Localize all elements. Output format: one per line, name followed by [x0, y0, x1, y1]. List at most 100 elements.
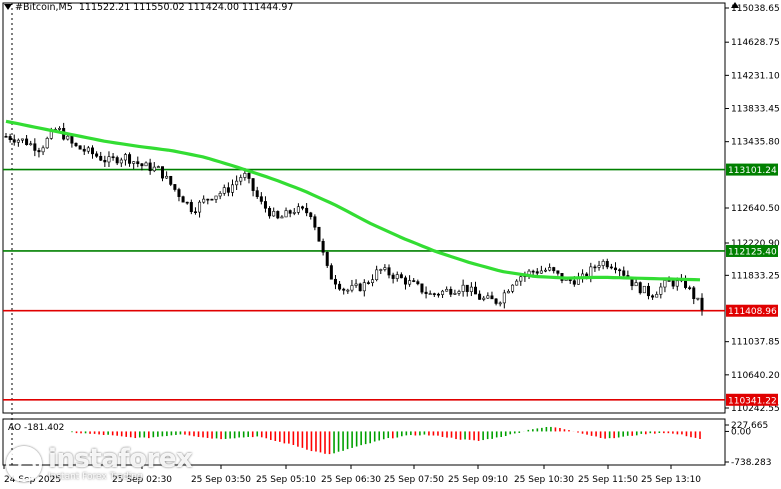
- candle: [408, 275, 412, 287]
- candle: [544, 267, 548, 273]
- candle: [461, 279, 465, 297]
- ao-tick-label: 227.665: [731, 421, 768, 431]
- candle: [181, 195, 185, 203]
- candle: [638, 281, 642, 295]
- x-tick-label: 25 Sep 02:30: [112, 475, 172, 485]
- candle: [235, 175, 239, 190]
- candle: [12, 134, 16, 146]
- candle: [268, 206, 272, 219]
- candle: [321, 238, 325, 256]
- candle: [329, 263, 333, 280]
- candle: [305, 203, 309, 217]
- level-label: 113101.24: [728, 166, 777, 176]
- candle: [276, 210, 280, 220]
- candle: [280, 215, 284, 219]
- candle: [366, 280, 370, 285]
- moving-average-line: [5, 119, 701, 282]
- candle: [25, 135, 29, 146]
- x-tick-label: 25 Sep 10:30: [514, 475, 574, 485]
- candle: [494, 298, 498, 306]
- candle: [111, 152, 115, 161]
- candle: [383, 264, 387, 272]
- candle: [655, 291, 659, 298]
- scroll-up-icon[interactable]: [731, 2, 739, 8]
- candle: [642, 285, 646, 294]
- candle: [173, 184, 177, 192]
- y-tick-label: 113833.45: [731, 105, 780, 115]
- candle: [609, 263, 613, 270]
- candle: [185, 201, 189, 205]
- candle: [498, 301, 502, 307]
- x-tick-label: 24 Sep 2025: [4, 475, 61, 485]
- candle: [597, 260, 601, 271]
- candle: [478, 290, 482, 300]
- candle: [45, 136, 49, 149]
- candle: [515, 279, 519, 286]
- candle: [29, 140, 33, 146]
- chart-header: #Bitcoin,M5 111522.21 111550.02 111424.0…: [4, 2, 293, 13]
- candle: [428, 290, 432, 295]
- candle: [156, 165, 160, 168]
- x-tick-label: 25 Sep 07:50: [384, 475, 444, 485]
- candle: [218, 191, 222, 200]
- level-label: 111408.96: [728, 307, 777, 317]
- candle: [136, 156, 140, 168]
- dropdown-arrow-icon[interactable]: [4, 4, 12, 10]
- candle: [313, 214, 317, 231]
- candle: [82, 145, 86, 155]
- candle: [210, 198, 214, 201]
- candle: [231, 179, 235, 197]
- candle: [206, 198, 210, 205]
- ohlc-values: 111522.21 111550.02 111424.00 111444.97: [78, 2, 294, 13]
- candle: [618, 268, 622, 277]
- candle: [539, 265, 543, 274]
- candle: [292, 208, 296, 216]
- candle: [473, 281, 477, 295]
- candle: [614, 262, 618, 274]
- candle: [251, 178, 255, 197]
- candle: [354, 279, 358, 288]
- candle: [107, 151, 111, 167]
- candle: [20, 138, 24, 144]
- candle: [169, 175, 173, 187]
- candle: [700, 293, 704, 316]
- candle: [412, 277, 416, 283]
- level-label-bg: [726, 393, 778, 406]
- candle: [659, 282, 663, 299]
- candle: [16, 138, 20, 147]
- candle: [696, 297, 700, 301]
- candle: [4, 133, 8, 138]
- candle: [165, 171, 169, 179]
- candle: [692, 285, 696, 305]
- candle: [688, 285, 692, 291]
- candle: [395, 271, 399, 282]
- candle: [128, 152, 132, 167]
- candle: [441, 289, 445, 298]
- candle: [103, 155, 107, 167]
- candle: [202, 195, 206, 204]
- candle: [436, 292, 440, 298]
- candle: [416, 279, 420, 286]
- candle: [449, 286, 453, 298]
- instaforex-logo-icon: [6, 446, 42, 482]
- candle: [420, 283, 424, 295]
- candle: [198, 200, 202, 218]
- ao-tick-label: 0.00: [731, 427, 751, 437]
- y-tick-label: 112640.50: [731, 204, 780, 214]
- candle: [33, 138, 37, 157]
- candle: [255, 186, 259, 199]
- x-tick-label: 25 Sep 09:10: [448, 475, 508, 485]
- candle: [301, 205, 305, 211]
- candle: [548, 263, 552, 272]
- candle: [160, 166, 164, 182]
- candle: [346, 288, 350, 294]
- candle: [140, 163, 144, 171]
- y-tick-label: 110242.55: [731, 404, 780, 414]
- candle: [263, 196, 267, 213]
- candle: [535, 268, 539, 276]
- level-label: 110341.22: [728, 396, 777, 406]
- candle: [445, 286, 449, 292]
- candle: [90, 145, 94, 159]
- candle: [651, 294, 655, 300]
